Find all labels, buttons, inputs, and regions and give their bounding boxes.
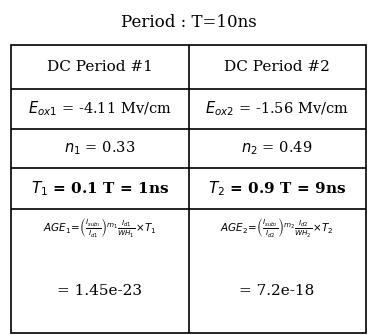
Text: $n_{1}$ = 0.33: $n_{1}$ = 0.33 xyxy=(64,139,136,157)
Text: $AGE_1\!=\!\left(\frac{I_{sub_1}}{I_{d1}}\right)^{m_1}\frac{I_{d1}}{WH_1}\!\time: $AGE_1\!=\!\left(\frac{I_{sub_1}}{I_{d1}… xyxy=(43,216,156,239)
Bar xyxy=(11,45,366,333)
Text: Period : T=10ns: Period : T=10ns xyxy=(121,14,256,31)
Text: $AGE_2\!=\!\left(\frac{I_{sub_2}}{I_{d2}}\right)^{m_2}\frac{I_{d2}}{WH_2}\!\time: $AGE_2\!=\!\left(\frac{I_{sub_2}}{I_{d2}… xyxy=(221,216,334,239)
Text: DC Period #1: DC Period #1 xyxy=(47,60,153,74)
Text: $E_{ox1}$ = -4.11 Mv/cm: $E_{ox1}$ = -4.11 Mv/cm xyxy=(28,99,172,118)
Text: $E_{ox2}$ = -1.56 Mv/cm: $E_{ox2}$ = -1.56 Mv/cm xyxy=(205,99,349,118)
Text: $T_{1}$ = 0.1 T = 1ns: $T_{1}$ = 0.1 T = 1ns xyxy=(31,179,169,198)
Text: DC Period #2: DC Period #2 xyxy=(224,60,330,74)
Text: = 7.2e-18: = 7.2e-18 xyxy=(239,284,315,298)
Text: $n_{2}$ = 0.49: $n_{2}$ = 0.49 xyxy=(241,139,313,157)
Text: $T_{2}$ = 0.9 T = 9ns: $T_{2}$ = 0.9 T = 9ns xyxy=(208,179,346,198)
Text: = 1.45e-23: = 1.45e-23 xyxy=(57,284,143,298)
